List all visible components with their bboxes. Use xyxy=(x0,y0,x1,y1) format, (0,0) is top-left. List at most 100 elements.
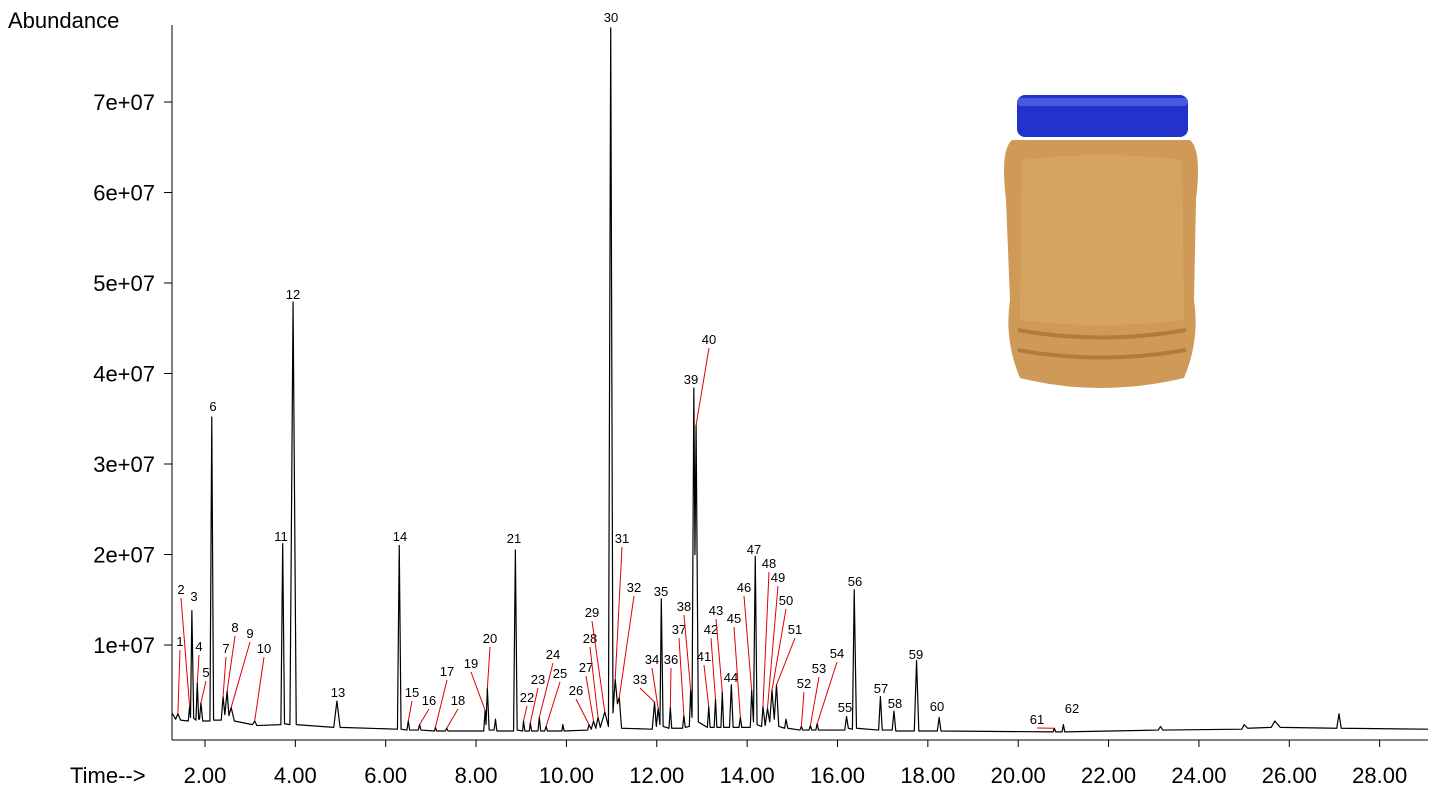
peak-leader xyxy=(230,641,251,708)
peak-label: 11 xyxy=(274,529,288,544)
peak-label: 21 xyxy=(507,531,521,546)
peak-leader xyxy=(523,705,528,722)
peak-label: 16 xyxy=(422,693,436,708)
peak-label: 44 xyxy=(724,670,738,685)
x-tick-label: 6.00 xyxy=(364,763,407,788)
peak-label: 29 xyxy=(585,605,599,620)
peak-leader xyxy=(200,680,207,704)
peak-leader xyxy=(710,637,717,700)
peak-label: 47 xyxy=(747,542,761,557)
peak-leader xyxy=(575,698,590,725)
y-tick-label: 6e+07 xyxy=(93,181,155,206)
peak-label: 14 xyxy=(393,529,407,544)
peak-label: 48 xyxy=(762,556,776,571)
peak-leader xyxy=(683,614,692,691)
x-tick-label: 22.00 xyxy=(1081,763,1136,788)
peak-label: 31 xyxy=(615,531,629,546)
peak-label: 20 xyxy=(483,631,497,646)
peak-label: 52 xyxy=(797,676,811,691)
jar-ridges xyxy=(1017,328,1187,360)
peak-leader xyxy=(614,546,623,680)
peak-label: 60 xyxy=(930,699,944,714)
peak-label: 19 xyxy=(464,656,478,671)
peak-label: 55 xyxy=(838,700,852,715)
x-tick-label: 14.00 xyxy=(720,763,775,788)
peak-label: 39 xyxy=(684,372,698,387)
peak-label: 56 xyxy=(848,574,862,589)
peak-label: 51 xyxy=(788,622,802,637)
peak-label: 18 xyxy=(451,693,465,708)
peak-label: 42 xyxy=(704,622,718,637)
y-tick-label: 7e+07 xyxy=(93,90,155,115)
peak-label: 50 xyxy=(779,593,793,608)
x-tick-label: 10.00 xyxy=(539,763,594,788)
peak-label: 1 xyxy=(176,634,183,649)
peak-label: 53 xyxy=(812,661,826,676)
peak-label: 9 xyxy=(246,626,253,641)
peak-label: 2 xyxy=(177,582,184,597)
y-tick-label: 2e+07 xyxy=(93,543,155,568)
x-tick-label: 2.00 xyxy=(184,763,227,788)
peak-label: 3 xyxy=(190,589,197,604)
peak-label: 34 xyxy=(645,652,659,667)
peak-label: 10 xyxy=(257,641,271,656)
peak-label: 46 xyxy=(737,580,751,595)
x-tick-label: 12.00 xyxy=(629,763,684,788)
peak-label: 35 xyxy=(654,584,668,599)
peak-leader xyxy=(771,608,787,691)
peak-label: 62 xyxy=(1065,701,1079,716)
peak-leader xyxy=(196,654,200,684)
peak-leader xyxy=(470,671,486,711)
peak-leader xyxy=(589,646,599,718)
chromatogram-trace xyxy=(171,27,1429,733)
peak-leader xyxy=(529,687,539,723)
peak-leader xyxy=(177,649,181,714)
peak-label: 36 xyxy=(664,652,678,667)
peak-leader xyxy=(800,691,805,727)
peak-leader xyxy=(618,595,635,698)
y-tick-label: 5e+07 xyxy=(93,271,155,296)
peak-leader xyxy=(669,667,672,708)
jar-image xyxy=(1004,95,1198,388)
peak-leader xyxy=(538,662,554,718)
peak-label: 15 xyxy=(405,685,419,700)
peak-leader xyxy=(733,626,741,718)
peak-leader xyxy=(585,675,595,722)
peak-leader xyxy=(809,676,820,726)
peak-label: 27 xyxy=(579,660,593,675)
peak-label: 33 xyxy=(633,672,647,687)
peak-leader xyxy=(715,618,723,693)
peak-leader xyxy=(407,700,413,722)
peak-label: 59 xyxy=(909,647,923,662)
peak-leader xyxy=(639,687,655,703)
peak-label: 37 xyxy=(672,622,686,637)
peak-leader xyxy=(545,681,561,727)
peak-label: 6 xyxy=(209,399,216,414)
peak-label: 58 xyxy=(888,696,902,711)
peak-label: 57 xyxy=(874,681,888,696)
peak-leader xyxy=(434,679,448,728)
x-tick-label: 16.00 xyxy=(810,763,865,788)
peak-leader xyxy=(762,571,770,707)
jar-label-area xyxy=(1020,155,1184,325)
peak-leader xyxy=(226,635,236,692)
y-tick-label: 1e+07 xyxy=(93,633,155,658)
peak-label: 7 xyxy=(222,641,229,656)
x-tick-label: 28.00 xyxy=(1352,763,1407,788)
peak-leader xyxy=(222,656,227,697)
peak-label: 41 xyxy=(697,649,711,664)
peak-leader xyxy=(486,646,491,689)
peak-label: 26 xyxy=(569,683,583,698)
jar-lid-highlight xyxy=(1017,98,1188,106)
peak-label: 4 xyxy=(195,639,202,654)
y-tick-label: 3e+07 xyxy=(93,452,155,477)
peak-label: 54 xyxy=(830,646,844,661)
peak-leader xyxy=(816,661,838,724)
peak-label: 38 xyxy=(677,599,691,614)
peak-label: 23 xyxy=(531,672,545,687)
peak-label: 12 xyxy=(286,287,300,302)
y-axis-title: Abundance xyxy=(8,8,119,33)
peak-leader xyxy=(446,708,459,729)
peak-leader xyxy=(591,620,606,713)
